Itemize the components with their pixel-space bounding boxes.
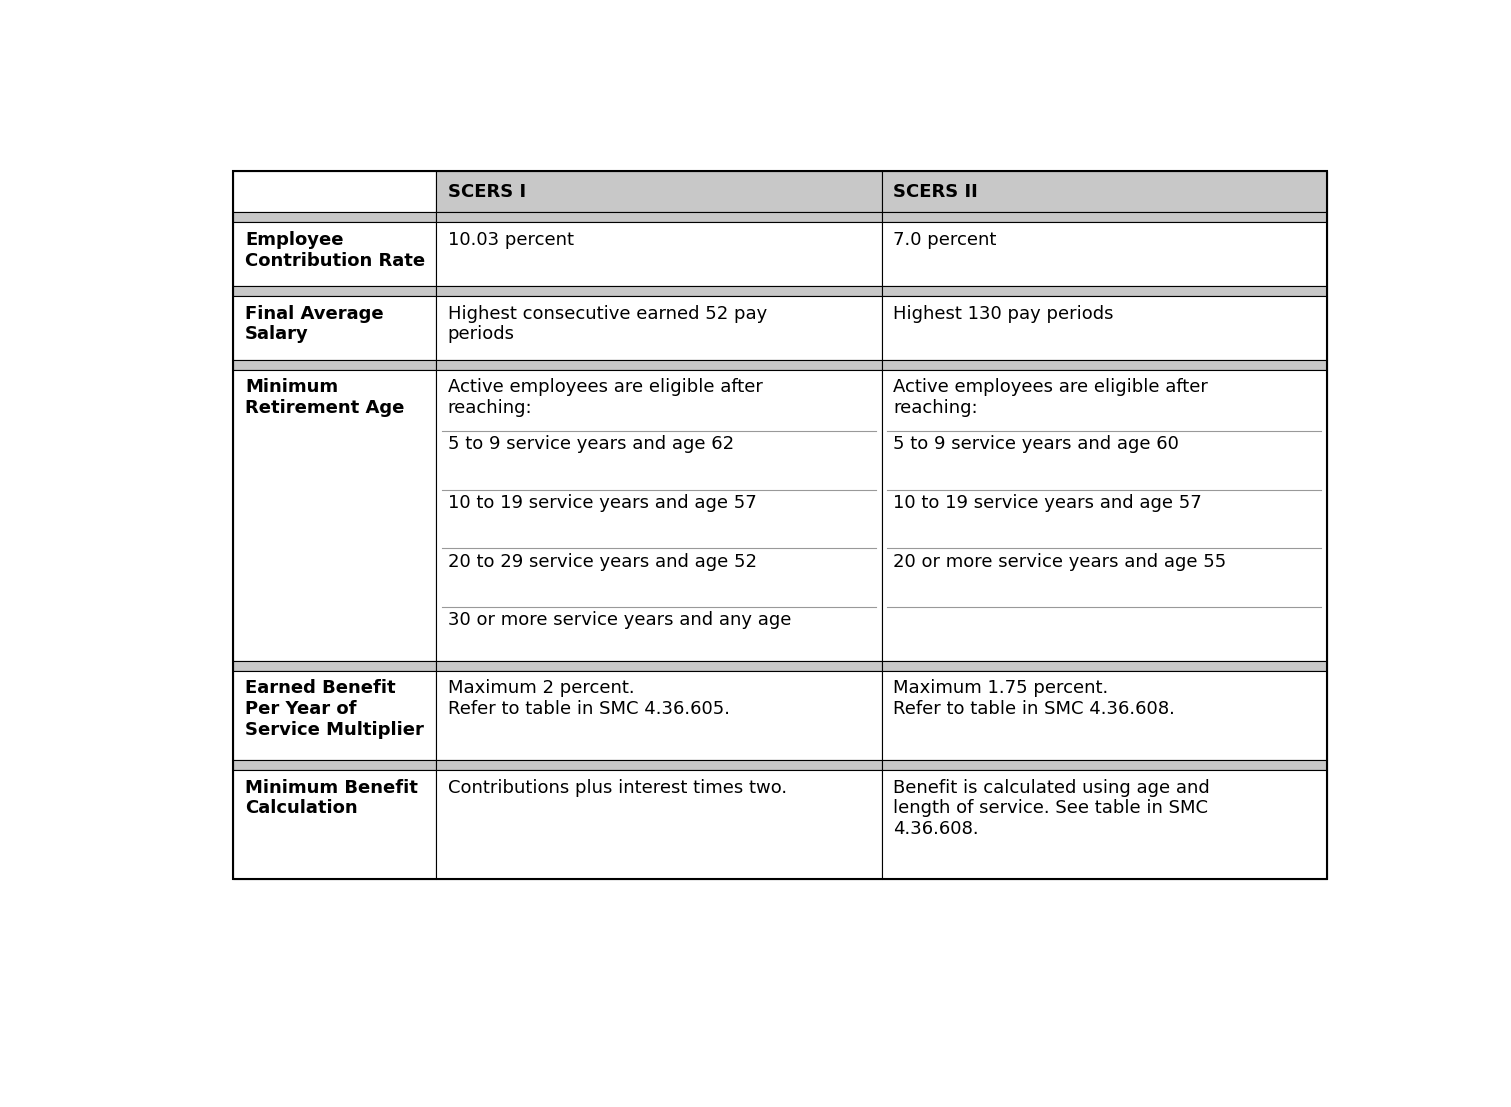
Text: Active employees are eligible after
reaching:: Active employees are eligible after reac… xyxy=(893,379,1209,417)
Bar xyxy=(233,759,435,770)
Bar xyxy=(233,213,435,223)
Bar xyxy=(435,759,881,770)
Bar xyxy=(435,770,881,879)
Bar xyxy=(233,360,435,370)
Bar xyxy=(881,172,1327,213)
Bar xyxy=(881,370,1327,661)
Text: 20 or more service years and age 55: 20 or more service years and age 55 xyxy=(893,552,1227,570)
Bar xyxy=(435,286,881,296)
Bar xyxy=(233,172,1327,879)
Bar xyxy=(881,360,1327,370)
Text: Maximum 1.75 percent.
Refer to table in SMC 4.36.608.: Maximum 1.75 percent. Refer to table in … xyxy=(893,680,1176,718)
Text: 5 to 9 service years and age 60: 5 to 9 service years and age 60 xyxy=(893,435,1179,454)
Text: 7.0 percent: 7.0 percent xyxy=(893,231,997,249)
Bar xyxy=(435,360,881,370)
Bar xyxy=(233,223,435,286)
Bar xyxy=(233,661,435,671)
Text: SCERS I: SCERS I xyxy=(447,183,526,200)
Bar xyxy=(233,770,435,879)
Bar xyxy=(881,770,1327,879)
Text: Contributions plus interest times two.: Contributions plus interest times two. xyxy=(447,778,787,797)
Text: Active employees are eligible after
reaching:: Active employees are eligible after reac… xyxy=(447,379,763,417)
Bar xyxy=(881,671,1327,759)
Text: Highest consecutive earned 52 pay
periods: Highest consecutive earned 52 pay period… xyxy=(447,304,768,343)
Text: Highest 130 pay periods: Highest 130 pay periods xyxy=(893,304,1114,322)
Text: 10 to 19 service years and age 57: 10 to 19 service years and age 57 xyxy=(447,494,757,511)
Bar xyxy=(233,296,435,360)
Text: Employee
Contribution Rate: Employee Contribution Rate xyxy=(245,231,425,270)
Bar xyxy=(881,286,1327,296)
Bar xyxy=(435,172,881,213)
Bar xyxy=(435,671,881,759)
Text: Earned Benefit
Per Year of
Service Multiplier: Earned Benefit Per Year of Service Multi… xyxy=(245,680,425,738)
Bar xyxy=(435,213,881,223)
Bar xyxy=(435,661,881,671)
Text: SCERS II: SCERS II xyxy=(893,183,978,200)
Text: 20 to 29 service years and age 52: 20 to 29 service years and age 52 xyxy=(447,552,757,570)
Bar xyxy=(881,223,1327,286)
Bar xyxy=(233,172,435,213)
Text: 10.03 percent: 10.03 percent xyxy=(447,231,574,249)
Text: 5 to 9 service years and age 62: 5 to 9 service years and age 62 xyxy=(447,435,734,454)
Text: Maximum 2 percent.
Refer to table in SMC 4.36.605.: Maximum 2 percent. Refer to table in SMC… xyxy=(447,680,730,718)
Bar xyxy=(881,661,1327,671)
Bar xyxy=(881,213,1327,223)
Bar xyxy=(233,286,435,296)
Bar xyxy=(881,759,1327,770)
Bar xyxy=(881,296,1327,360)
Bar xyxy=(233,370,435,661)
Text: Benefit is calculated using age and
length of service. See table in SMC
4.36.608: Benefit is calculated using age and leng… xyxy=(893,778,1210,838)
Text: 10 to 19 service years and age 57: 10 to 19 service years and age 57 xyxy=(893,494,1201,511)
Text: 30 or more service years and any age: 30 or more service years and any age xyxy=(447,611,790,629)
Text: Minimum
Retirement Age: Minimum Retirement Age xyxy=(245,379,405,417)
Bar xyxy=(233,671,435,759)
Bar xyxy=(435,370,881,661)
Text: Final Average
Salary: Final Average Salary xyxy=(245,304,384,343)
Bar xyxy=(435,296,881,360)
Text: Minimum Benefit
Calculation: Minimum Benefit Calculation xyxy=(245,778,419,817)
Bar xyxy=(435,223,881,286)
